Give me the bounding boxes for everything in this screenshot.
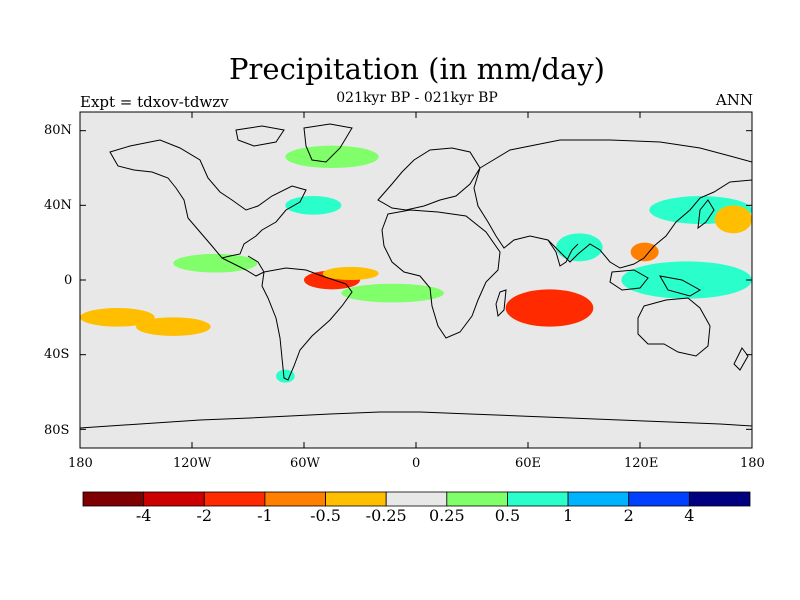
coastline-layer <box>80 123 752 429</box>
colorbar-swatch <box>688 491 751 507</box>
colorbar-label: -4 <box>135 506 152 525</box>
colorbar-swatch <box>264 491 326 507</box>
lat-label-80s: 80S <box>44 423 70 438</box>
anomaly-north-atlantic-storm-track <box>285 196 342 215</box>
anomaly-east-pacific-itcz <box>173 253 258 273</box>
coastline-madagascar <box>495 289 507 318</box>
colorbar-swatch <box>82 491 145 507</box>
coastline-south-america <box>261 267 353 381</box>
colorbar-label: -0.5 <box>310 506 341 525</box>
anomaly-south-atlantic-band <box>341 283 444 303</box>
lat-label-40s: 40S <box>44 347 70 362</box>
lon-label-60w: 60W <box>290 456 320 471</box>
colorbar-swatch <box>203 491 266 507</box>
anomaly-tropical-atlantic-north <box>322 266 379 281</box>
chart-subtitle: 021kyr BP - 021kyr BP <box>336 90 498 106</box>
anomaly-west-pacific-south-china-sea <box>630 242 659 262</box>
anomaly-south-america-southern-tip <box>276 369 295 383</box>
anomaly-bay-of-bengal <box>556 233 603 262</box>
lat-label-0: 0 <box>64 273 73 288</box>
lon-label-120w: 120W <box>173 456 212 471</box>
colorbar <box>82 491 751 507</box>
anomaly-west-pacific-maritime <box>621 261 752 299</box>
experiment-label: Expt = tdxov-tdwzv <box>80 93 229 111</box>
coastline-australia <box>637 297 711 357</box>
coastline-new-zealand <box>733 347 749 371</box>
tick-marks <box>79 112 753 448</box>
colorbar-label: 0.5 <box>494 506 521 525</box>
anomaly-northwest-pacific-east <box>714 205 752 234</box>
coastline-arctic-islands <box>235 125 285 147</box>
lon-label-0: 0 <box>412 456 421 471</box>
coastline-africa <box>381 209 501 339</box>
colorbar-label: -1 <box>257 506 273 525</box>
coastline-greenland <box>303 123 353 163</box>
colorbar-label: -0.25 <box>365 506 407 525</box>
chart-title: Precipitation (in mm/day) <box>229 52 605 86</box>
colorbar-label: 4 <box>684 506 695 525</box>
lon-label-60e: 60E <box>515 456 542 471</box>
colorbar-label: 2 <box>623 506 634 525</box>
season-label: ANN <box>715 91 753 109</box>
colorbar-swatch <box>385 491 448 507</box>
colorbar-label: -2 <box>196 506 213 525</box>
lat-label-80n: 80N <box>44 123 72 138</box>
coastline-maritime-continent <box>609 269 701 297</box>
lat-label-40n: 40N <box>44 198 72 213</box>
coastline-central-america <box>221 255 265 277</box>
colorbar-swatch <box>628 491 690 507</box>
lon-label-180e: 180 <box>740 456 765 471</box>
colorbar-swatch <box>507 491 569 507</box>
anomaly-arctic-canada <box>285 145 379 168</box>
anomaly-south-indian-ocean <box>505 289 594 327</box>
colorbar-label: 0.25 <box>429 506 465 525</box>
colorbar-swatch <box>567 491 630 507</box>
coastline-north-america <box>109 139 307 259</box>
colorbar-swatch <box>325 491 387 507</box>
colorbar-swatch <box>143 491 205 507</box>
lon-label-120e: 120E <box>624 456 659 471</box>
anomaly-tropical-south-east-pacific <box>80 308 155 327</box>
colorbar-swatch <box>446 491 508 507</box>
coastline-japan <box>697 199 715 230</box>
lon-label-180w: 180 <box>68 456 93 471</box>
coastline-antarctica <box>80 411 752 429</box>
coastline-india <box>547 239 579 267</box>
colorbar-label: 1 <box>562 506 574 525</box>
coastline-asia <box>473 139 752 269</box>
anomaly-south-pacific-band <box>136 317 211 336</box>
